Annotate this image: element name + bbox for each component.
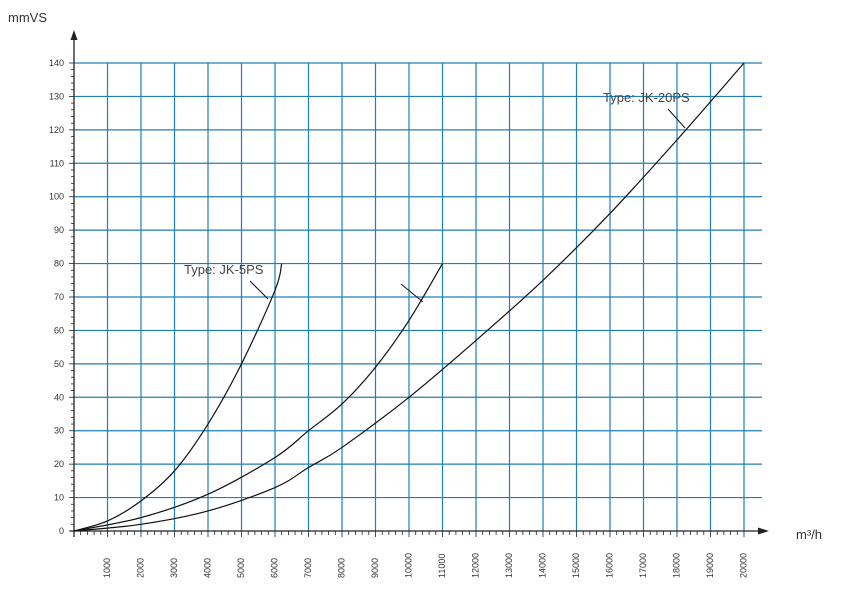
curve-annotations: Type: JK-5PS Type: JK-20PS [184,90,690,303]
x-tick-label: 5000 [236,558,246,578]
x-tick-label: 11000 [437,554,447,578]
x-tick-label: 16000 [604,553,614,578]
x-tick-label: 19000 [705,553,715,578]
x-tick-label: 6000 [269,558,279,578]
y-axis-title: mmVS [8,10,47,25]
curve-label: Type: JK-20PS [603,90,690,105]
series-curves [73,62,745,532]
y-tick-label: 10 [54,493,64,503]
y-axis-ticks: 0 10 20 30 40 50 60 70 80 90 100 110 120 130 140 [49,58,74,536]
leader-line [249,280,269,300]
x-tick-label: 17000 [638,553,648,578]
leader-line [667,108,686,129]
y-axis-arrow-icon [70,30,78,40]
y-tick-label: 20 [54,459,64,469]
x-tick-label: 10000 [403,553,413,578]
x-tick-label: 15000 [571,553,581,578]
x-tick-label: 4000 [202,558,212,578]
y-tick-label: 140 [49,58,64,68]
x-tick-label: 7000 [303,558,313,578]
y-tick-label: 60 [54,325,64,335]
series-line-3 [73,62,745,532]
x-tick-label: 13000 [504,553,514,578]
x-axis-ticks: 1000 2000 3000 4000 5000 6000 7000 8000 9000 1000… [73,531,748,578]
y-tick-label: 100 [49,192,64,202]
y-tick-label: 40 [54,392,64,402]
y-tick-label: 30 [54,426,64,436]
x-tick-label: 14000 [537,553,547,578]
x-tick-label: 9000 [370,558,380,578]
curve-label: Type: JK-5PS [184,262,264,277]
y-tick-label: 120 [49,125,64,135]
x-tick-label: 3000 [169,558,179,578]
y-tick-label: 130 [49,91,64,101]
y-tick-label: 90 [54,225,64,235]
x-tick-label: 12000 [470,553,480,578]
leader-line [400,283,424,303]
x-axis-arrow-icon [758,527,769,535]
x-tick-label: 2000 [135,558,145,578]
x-tick-label: 8000 [336,558,346,578]
x-tick-label: 1000 [102,558,112,578]
y-tick-label: 70 [54,292,64,302]
series-line-1 [73,263,283,532]
grid [74,62,762,531]
y-tick-label: 110 [50,158,64,168]
y-tick-label: 0 [59,526,64,536]
series-line-2 [73,263,444,532]
y-tick-label: 50 [54,359,64,369]
y-tick-label: 80 [54,259,64,269]
x-axis-title: m³/h [796,527,822,542]
x-tick-label: 18000 [671,553,681,578]
x-tick-label: 20000 [738,553,748,578]
